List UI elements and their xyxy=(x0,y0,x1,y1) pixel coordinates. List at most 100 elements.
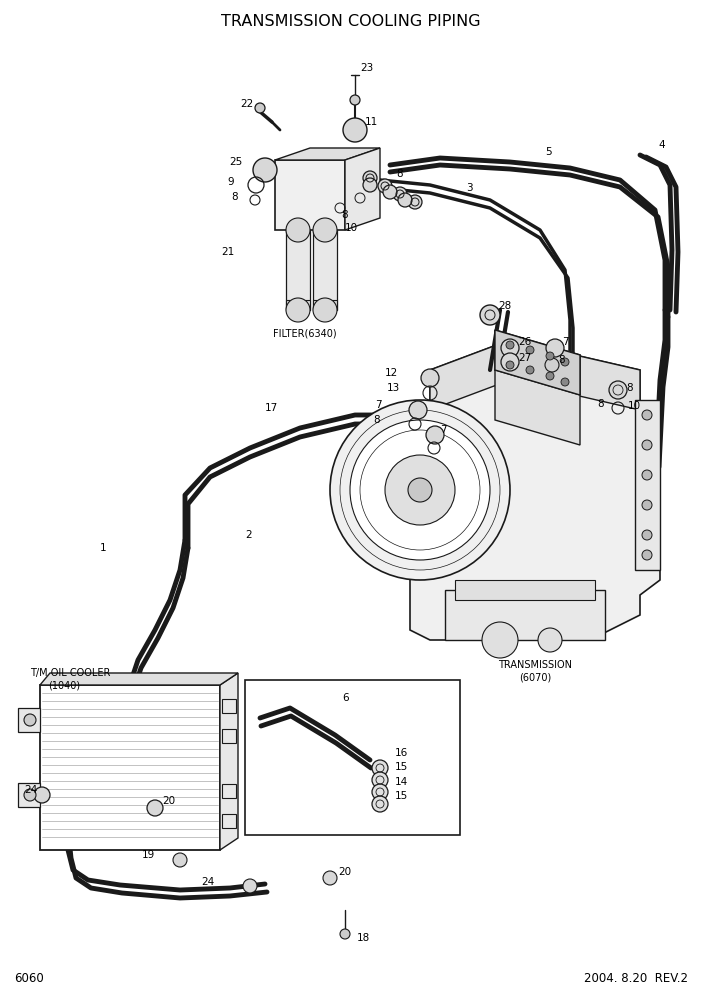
Text: 20: 20 xyxy=(162,796,175,806)
Text: 2: 2 xyxy=(245,530,251,540)
Text: 13: 13 xyxy=(387,383,400,393)
Text: 6: 6 xyxy=(342,693,349,703)
Text: (1040): (1040) xyxy=(48,680,80,690)
Circle shape xyxy=(372,772,388,788)
Text: 16: 16 xyxy=(395,748,409,758)
Polygon shape xyxy=(275,148,380,160)
Text: 27: 27 xyxy=(518,353,531,363)
Polygon shape xyxy=(410,340,660,640)
Circle shape xyxy=(173,853,187,867)
Text: 17: 17 xyxy=(265,403,278,413)
Polygon shape xyxy=(275,160,345,230)
Circle shape xyxy=(372,784,388,800)
Text: 8: 8 xyxy=(341,210,348,220)
Text: 8: 8 xyxy=(373,415,380,425)
Circle shape xyxy=(24,714,36,726)
Polygon shape xyxy=(495,330,580,395)
Circle shape xyxy=(383,185,397,199)
Circle shape xyxy=(561,378,569,386)
Circle shape xyxy=(642,470,652,480)
Circle shape xyxy=(372,760,388,776)
Text: T/M OIL COOLER: T/M OIL COOLER xyxy=(30,668,110,678)
Circle shape xyxy=(526,366,534,374)
Text: 8: 8 xyxy=(232,192,238,202)
Bar xyxy=(445,590,605,640)
Circle shape xyxy=(363,178,377,192)
Text: FILTER(6340): FILTER(6340) xyxy=(273,328,337,338)
Polygon shape xyxy=(345,148,380,230)
Text: 15: 15 xyxy=(395,791,409,801)
Circle shape xyxy=(501,339,519,357)
Circle shape xyxy=(350,95,360,105)
Circle shape xyxy=(546,339,564,357)
Circle shape xyxy=(538,628,562,652)
Circle shape xyxy=(253,158,277,182)
Text: TRANSMISSION: TRANSMISSION xyxy=(498,660,572,670)
Text: 20: 20 xyxy=(338,867,351,877)
Bar xyxy=(222,784,236,798)
Text: 8: 8 xyxy=(558,355,564,365)
Circle shape xyxy=(34,787,50,803)
Circle shape xyxy=(526,346,534,354)
Circle shape xyxy=(385,455,455,525)
Bar xyxy=(313,230,337,310)
Text: 8: 8 xyxy=(396,169,403,179)
Circle shape xyxy=(243,879,257,893)
Bar xyxy=(245,680,460,835)
Circle shape xyxy=(642,530,652,540)
Bar xyxy=(222,814,236,828)
Text: 1: 1 xyxy=(100,543,107,553)
Circle shape xyxy=(408,478,432,502)
Text: 5: 5 xyxy=(545,147,552,157)
Circle shape xyxy=(313,218,337,242)
Circle shape xyxy=(609,381,627,399)
Circle shape xyxy=(642,500,652,510)
Circle shape xyxy=(421,369,439,387)
Polygon shape xyxy=(495,330,580,395)
Polygon shape xyxy=(220,673,238,850)
Circle shape xyxy=(506,341,514,349)
Text: 23: 23 xyxy=(360,63,373,73)
Text: 4: 4 xyxy=(658,140,665,150)
Text: (6070): (6070) xyxy=(519,672,551,682)
Text: 3: 3 xyxy=(466,183,472,193)
Circle shape xyxy=(330,400,510,580)
Circle shape xyxy=(313,298,337,322)
Text: 19: 19 xyxy=(142,850,155,860)
Circle shape xyxy=(506,361,514,369)
Circle shape xyxy=(408,195,422,209)
Text: 15: 15 xyxy=(395,762,409,772)
Text: 28: 28 xyxy=(498,301,511,311)
Circle shape xyxy=(147,800,163,816)
Circle shape xyxy=(363,171,377,185)
Text: 14: 14 xyxy=(395,777,409,787)
Text: 8: 8 xyxy=(597,399,604,409)
Circle shape xyxy=(482,622,518,658)
Circle shape xyxy=(286,298,310,322)
Circle shape xyxy=(372,796,388,812)
Circle shape xyxy=(561,358,569,366)
Bar xyxy=(286,300,310,310)
Circle shape xyxy=(398,193,412,207)
Text: TRANSMISSION COOLING PIPING: TRANSMISSION COOLING PIPING xyxy=(221,15,481,30)
Circle shape xyxy=(409,401,427,419)
Circle shape xyxy=(393,187,407,201)
Circle shape xyxy=(501,353,519,371)
Text: 12: 12 xyxy=(385,368,398,378)
Circle shape xyxy=(378,179,392,193)
Polygon shape xyxy=(40,673,238,685)
Circle shape xyxy=(286,218,310,242)
Text: 22: 22 xyxy=(240,99,253,109)
Bar xyxy=(286,230,310,310)
Bar xyxy=(222,699,236,713)
Circle shape xyxy=(340,929,350,939)
Text: 6060: 6060 xyxy=(14,971,44,984)
Bar xyxy=(313,300,337,310)
Circle shape xyxy=(546,352,554,360)
Circle shape xyxy=(24,789,36,801)
Circle shape xyxy=(546,372,554,380)
Text: 10: 10 xyxy=(628,401,641,411)
Polygon shape xyxy=(430,340,640,410)
Text: 10: 10 xyxy=(345,223,358,233)
Text: 7: 7 xyxy=(562,337,569,347)
